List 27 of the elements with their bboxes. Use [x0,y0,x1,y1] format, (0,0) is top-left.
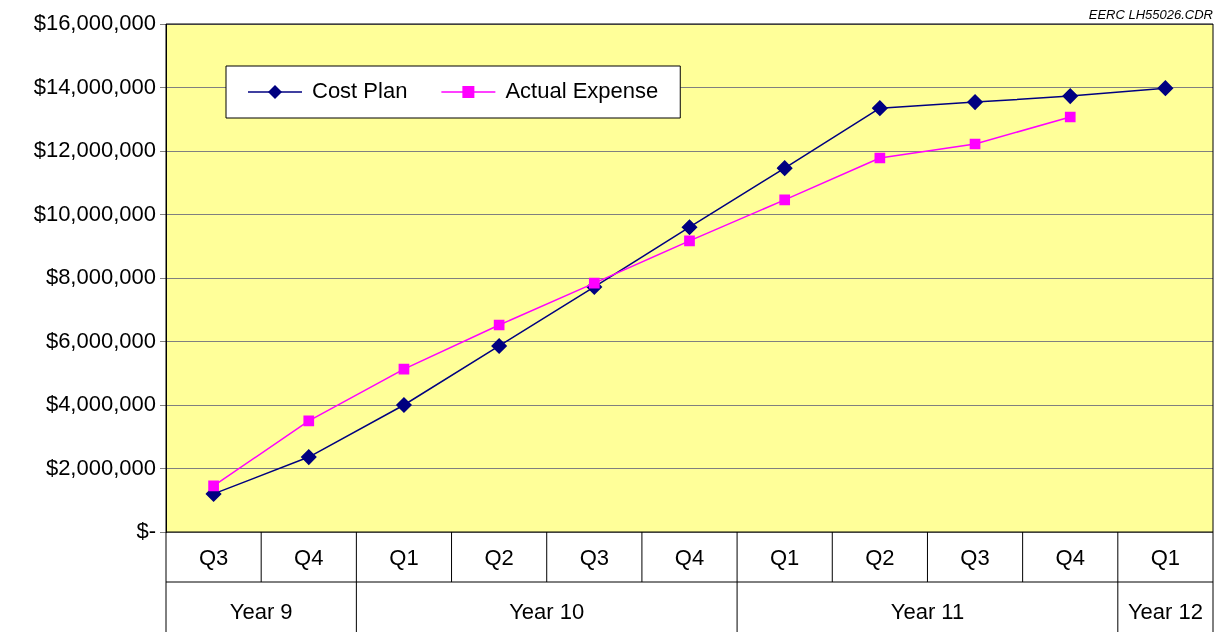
x-tick-label: Q1 [389,545,419,571]
text: Year 12 [1127,599,1203,625]
text: Year 10 [509,599,585,625]
y-tick-label: $10,000,000 [33,200,156,226]
y-tick-label: $4,000,000 [45,391,156,417]
x-tick-label: Q1 [770,545,800,571]
text: EERC LH55026.CDR [1088,7,1213,23]
text: Year 11 [890,599,965,625]
x-tick-label: Q4 [294,545,324,571]
y-tick-label: $16,000,000 [33,10,156,36]
legend-label: Actual Expense [505,78,659,104]
x-tick-label: Q1 [1150,545,1181,571]
legend-label: Cost Plan [312,78,408,104]
x-tick-label: Q3 [579,545,609,571]
y-tick-label: $14,000,000 [33,73,156,99]
x-tick-label: Q2 [865,545,895,571]
y-tick-label: $6,000,000 [45,327,156,353]
y-tick-label: $2,000,000 [45,454,156,480]
y-tick-label: $8,000,000 [45,264,156,290]
y-tick-label: $- [136,518,156,544]
x-tick-label: Q3 [960,545,990,571]
y-tick-label: $12,000,000 [33,137,156,163]
x-tick-label: Q3 [198,545,229,571]
x-tick-label: Q4 [674,545,705,571]
x-tick-label: Q4 [1055,545,1085,571]
text: Year 9 [229,599,293,625]
x-tick-label: Q2 [484,545,514,571]
